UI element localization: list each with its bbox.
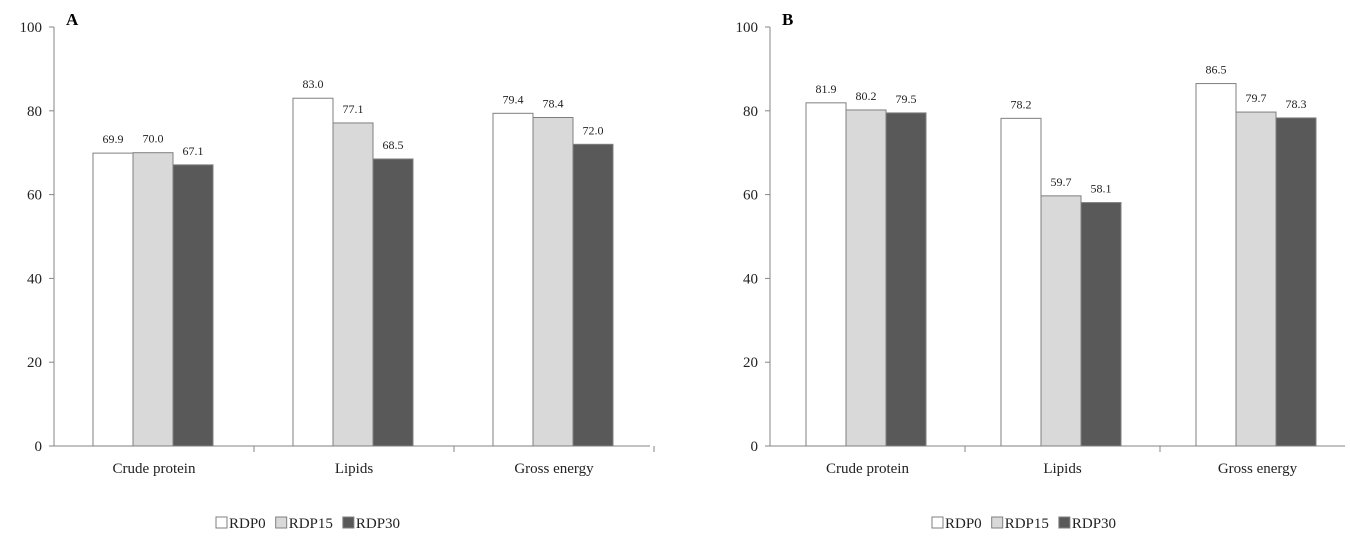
- bar-rdp15: [533, 118, 573, 446]
- y-tick-label: 60: [743, 188, 758, 204]
- bar-rdp15: [1041, 196, 1081, 446]
- y-tick-label: 80: [27, 104, 42, 120]
- value-label: 79.7: [1246, 91, 1267, 105]
- category-label: Crude protein: [113, 461, 196, 477]
- bar-rdp30: [886, 113, 926, 446]
- panel-a: A 0 20 40 60 80 100 Crude protein Lipids Gross en…: [20, 10, 655, 532]
- legend: RDP0 RDP15 RDP30: [216, 516, 400, 532]
- category-label: Crude protein: [826, 461, 909, 477]
- y-tick-label: 40: [27, 271, 42, 287]
- value-label: 78.2: [1011, 97, 1032, 111]
- bar-rdp0: [93, 153, 133, 446]
- value-label: 72.0: [583, 123, 604, 137]
- y-tick-label: 40: [743, 271, 758, 287]
- category-label: Gross energy: [1218, 461, 1298, 477]
- value-label: 59.7: [1051, 175, 1072, 189]
- bar-rdp30: [173, 165, 213, 446]
- y-tick-label: 60: [27, 188, 42, 204]
- panel-b: B 0 20 40 60 80 100 Crude protein Lipids Gross en…: [736, 10, 1350, 532]
- category-label: Lipids: [335, 461, 373, 477]
- bar-rdp30: [373, 159, 413, 446]
- legend-label-rdp0: RDP0: [945, 516, 982, 532]
- bar-rdp30: [573, 144, 613, 446]
- y-tick-label: 0: [35, 439, 43, 455]
- value-label: 68.5: [383, 138, 404, 152]
- bar-rdp15: [133, 153, 173, 446]
- value-label: 67.1: [183, 144, 204, 158]
- bar-rdp15: [333, 123, 373, 446]
- bar-rdp0: [1196, 84, 1236, 446]
- legend-swatch-rdp15: [992, 517, 1003, 528]
- value-label: 80.2: [856, 89, 877, 103]
- legend-label-rdp30: RDP30: [356, 516, 400, 532]
- value-label: 78.3: [1286, 97, 1307, 111]
- value-label: 79.5: [896, 92, 917, 106]
- bar-rdp0: [1001, 118, 1041, 446]
- y-tick-label: 0: [751, 439, 759, 455]
- legend-label-rdp15: RDP15: [1005, 516, 1049, 532]
- legend-swatch-rdp30: [1059, 517, 1070, 528]
- value-label: 86.5: [1206, 63, 1227, 77]
- legend: RDP0 RDP15 RDP30: [932, 516, 1116, 532]
- value-label: 81.9: [816, 82, 837, 96]
- value-label: 77.1: [343, 102, 364, 116]
- legend-label-rdp30: RDP30: [1072, 516, 1116, 532]
- value-label: 58.1: [1091, 182, 1112, 196]
- y-tick-label: 20: [743, 355, 758, 371]
- y-tick-label: 20: [27, 355, 42, 371]
- value-label: 79.4: [503, 92, 524, 106]
- legend-swatch-rdp0: [216, 517, 227, 528]
- bar-rdp0: [293, 98, 333, 446]
- bar-rdp15: [846, 110, 886, 446]
- y-tick-label: 100: [736, 20, 759, 36]
- legend-label-rdp0: RDP0: [229, 516, 266, 532]
- category-label: Lipids: [1043, 461, 1081, 477]
- bar-rdp30: [1276, 118, 1316, 446]
- legend-swatch-rdp30: [343, 517, 354, 528]
- legend-swatch-rdp0: [932, 517, 943, 528]
- bar-rdp0: [806, 103, 846, 446]
- legend-label-rdp15: RDP15: [289, 516, 333, 532]
- legend-swatch-rdp15: [276, 517, 287, 528]
- bar-rdp30: [1081, 203, 1121, 446]
- value-label: 69.9: [103, 132, 124, 146]
- panel-letter: B: [782, 10, 793, 29]
- value-label: 70.0: [143, 132, 164, 146]
- value-label: 83.0: [303, 77, 324, 91]
- panel-letter: A: [66, 10, 79, 29]
- value-label: 78.4: [543, 97, 564, 111]
- y-tick-label: 100: [20, 20, 43, 36]
- bar-rdp15: [1236, 112, 1276, 446]
- category-label: Gross energy: [514, 461, 594, 477]
- y-tick-label: 80: [743, 104, 758, 120]
- bar-rdp0: [493, 113, 533, 446]
